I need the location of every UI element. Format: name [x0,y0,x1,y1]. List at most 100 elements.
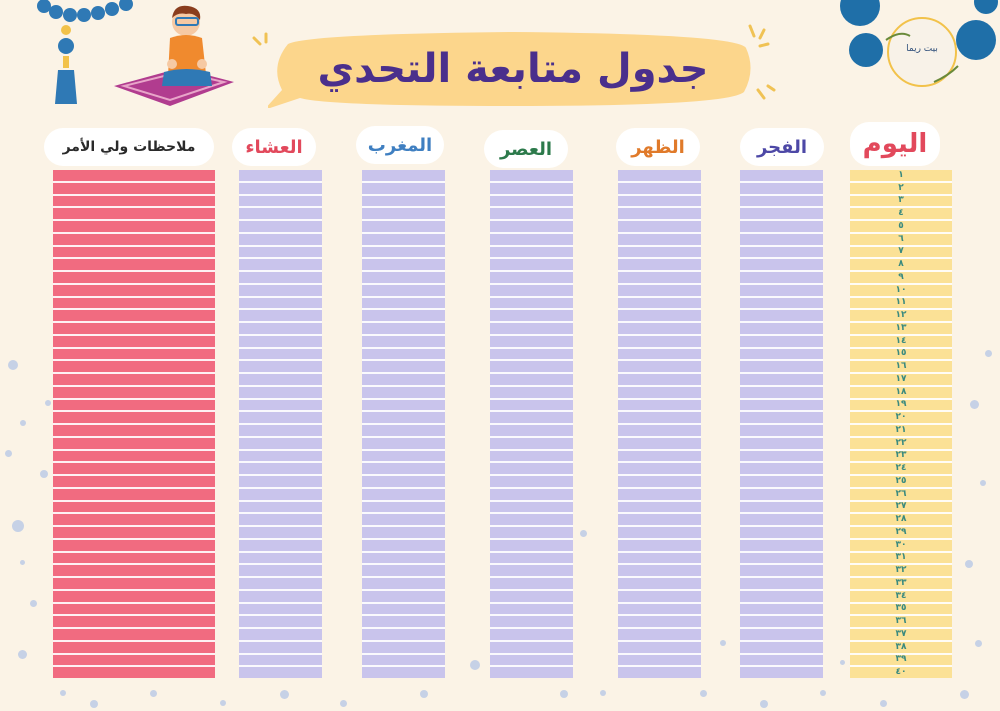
notes-cell[interactable] [53,259,215,272]
isha-cell[interactable] [239,425,322,438]
maghrib-cell[interactable] [362,298,445,311]
dhuhr-cell[interactable] [618,247,701,260]
isha-cell[interactable] [239,553,322,566]
maghrib-cell[interactable] [362,336,445,349]
asr-cell[interactable] [490,527,573,540]
dhuhr-cell[interactable] [618,183,701,196]
isha-cell[interactable] [239,374,322,387]
fajr-cell[interactable] [740,463,823,476]
notes-cell[interactable] [53,208,215,221]
fajr-cell[interactable] [740,336,823,349]
asr-cell[interactable] [490,502,573,515]
maghrib-cell[interactable] [362,565,445,578]
notes-cell[interactable] [53,553,215,566]
asr-cell[interactable] [490,285,573,298]
notes-cell[interactable] [53,629,215,642]
fajr-cell[interactable] [740,489,823,502]
notes-cell[interactable] [53,247,215,260]
notes-cell[interactable] [53,655,215,668]
asr-cell[interactable] [490,298,573,311]
dhuhr-cell[interactable] [618,476,701,489]
fajr-cell[interactable] [740,208,823,221]
maghrib-cell[interactable] [362,208,445,221]
isha-cell[interactable] [239,361,322,374]
notes-cell[interactable] [53,604,215,617]
fajr-cell[interactable] [740,374,823,387]
dhuhr-cell[interactable] [618,323,701,336]
notes-cell[interactable] [53,285,215,298]
isha-cell[interactable] [239,310,322,323]
fajr-cell[interactable] [740,476,823,489]
fajr-cell[interactable] [740,655,823,668]
dhuhr-cell[interactable] [618,655,701,668]
notes-cell[interactable] [53,221,215,234]
maghrib-cell[interactable] [362,285,445,298]
asr-cell[interactable] [490,196,573,209]
notes-cell[interactable] [53,616,215,629]
asr-cell[interactable] [490,374,573,387]
notes-cell[interactable] [53,272,215,285]
dhuhr-cell[interactable] [618,565,701,578]
maghrib-cell[interactable] [362,476,445,489]
isha-cell[interactable] [239,476,322,489]
maghrib-cell[interactable] [362,514,445,527]
notes-cell[interactable] [53,298,215,311]
asr-cell[interactable] [490,667,573,678]
asr-cell[interactable] [490,578,573,591]
fajr-cell[interactable] [740,259,823,272]
asr-cell[interactable] [490,387,573,400]
maghrib-cell[interactable] [362,412,445,425]
asr-cell[interactable] [490,463,573,476]
notes-cell[interactable] [53,349,215,362]
notes-cell[interactable] [53,514,215,527]
fajr-cell[interactable] [740,247,823,260]
dhuhr-cell[interactable] [618,463,701,476]
asr-cell[interactable] [490,400,573,413]
maghrib-cell[interactable] [362,387,445,400]
isha-cell[interactable] [239,489,322,502]
fajr-cell[interactable] [740,629,823,642]
maghrib-cell[interactable] [362,170,445,183]
notes-cell[interactable] [53,196,215,209]
isha-cell[interactable] [239,221,322,234]
asr-cell[interactable] [490,361,573,374]
asr-cell[interactable] [490,259,573,272]
notes-cell[interactable] [53,476,215,489]
maghrib-cell[interactable] [362,234,445,247]
maghrib-cell[interactable] [362,489,445,502]
asr-cell[interactable] [490,272,573,285]
isha-cell[interactable] [239,400,322,413]
asr-cell[interactable] [490,489,573,502]
isha-cell[interactable] [239,170,322,183]
notes-cell[interactable] [53,323,215,336]
asr-cell[interactable] [490,170,573,183]
isha-cell[interactable] [239,298,322,311]
fajr-cell[interactable] [740,578,823,591]
notes-cell[interactable] [53,374,215,387]
fajr-cell[interactable] [740,667,823,678]
maghrib-cell[interactable] [362,310,445,323]
fajr-cell[interactable] [740,451,823,464]
asr-cell[interactable] [490,591,573,604]
notes-cell[interactable] [53,425,215,438]
maghrib-cell[interactable] [362,247,445,260]
dhuhr-cell[interactable] [618,310,701,323]
dhuhr-cell[interactable] [618,272,701,285]
fajr-cell[interactable] [740,221,823,234]
maghrib-cell[interactable] [362,629,445,642]
isha-cell[interactable] [239,196,322,209]
fajr-cell[interactable] [740,323,823,336]
dhuhr-cell[interactable] [618,400,701,413]
asr-cell[interactable] [490,208,573,221]
maghrib-cell[interactable] [362,451,445,464]
isha-cell[interactable] [239,604,322,617]
isha-cell[interactable] [239,387,322,400]
dhuhr-cell[interactable] [618,514,701,527]
asr-cell[interactable] [490,323,573,336]
isha-cell[interactable] [239,616,322,629]
notes-cell[interactable] [53,183,215,196]
notes-cell[interactable] [53,387,215,400]
isha-cell[interactable] [239,540,322,553]
asr-cell[interactable] [490,553,573,566]
maghrib-cell[interactable] [362,438,445,451]
